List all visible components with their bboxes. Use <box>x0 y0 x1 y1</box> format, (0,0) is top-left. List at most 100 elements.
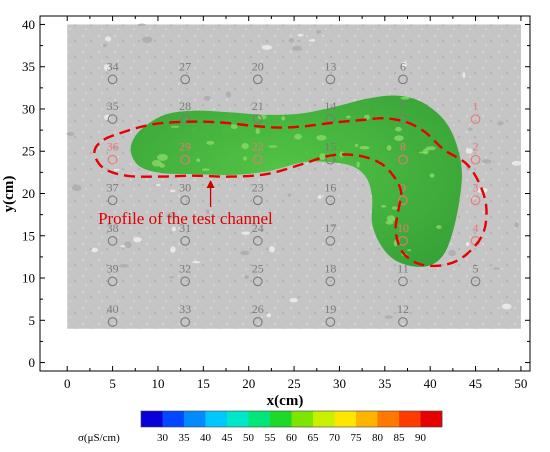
colorbar-swatch <box>291 411 314 427</box>
electrode-label: 24 <box>252 221 264 235</box>
electrode-marker <box>180 317 191 327</box>
plume-grain <box>418 151 428 154</box>
colorbar-swatch <box>248 411 271 427</box>
electrode-marker <box>180 235 191 246</box>
sand-grain <box>288 38 294 43</box>
sand-grain <box>481 159 492 164</box>
x-tick-label: 25 <box>288 376 301 391</box>
plume-grain <box>241 143 249 150</box>
electrode-label: 36 <box>107 140 119 154</box>
electrode-marker <box>180 276 191 287</box>
electrode-label: 5 <box>473 261 479 275</box>
channel-profile-line <box>93 117 488 268</box>
sand-grain <box>261 45 273 50</box>
plume-grain <box>356 161 360 168</box>
sand-grain <box>141 36 153 44</box>
electrode-marker <box>252 195 263 206</box>
electrode-marker <box>252 317 263 327</box>
colorbar-tick-label: 75 <box>351 432 363 444</box>
plume-grain <box>407 249 412 252</box>
plume-grain <box>151 159 162 167</box>
electrode-label: 15 <box>324 140 336 154</box>
plume-grain <box>429 173 435 178</box>
channel-profile <box>93 117 488 268</box>
sand-grain <box>511 160 522 166</box>
sand-grain <box>309 39 316 42</box>
colorbar-tick-label: 40 <box>200 432 212 444</box>
colorbar-swatch <box>377 411 400 427</box>
electrode-label: 30 <box>179 180 191 194</box>
electrode-label: 18 <box>324 261 336 275</box>
electrode-marker <box>325 74 336 85</box>
plume-grain <box>386 215 396 222</box>
x-tick-label: 5 <box>109 376 116 391</box>
x-tick-label: 15 <box>197 376 210 391</box>
x-tick-label: 10 <box>151 376 164 391</box>
electrode-label: 28 <box>179 99 191 113</box>
colorbar-swatch <box>270 411 292 427</box>
plume-grain <box>170 125 180 128</box>
y-tick-label: 0 <box>29 355 36 370</box>
electrode-marker <box>398 276 408 287</box>
colorbar-swatch <box>141 411 163 427</box>
y-tick-label: 10 <box>22 271 35 286</box>
sand-grain <box>240 250 250 256</box>
electrode-label: 21 <box>252 99 264 113</box>
electrode-marker <box>325 276 336 287</box>
colorbar-tick-label: 60 <box>286 432 298 444</box>
sand-grain <box>91 247 99 253</box>
electrode-label: 26 <box>252 302 264 316</box>
plume-grain <box>201 168 210 171</box>
electrode-label: 10 <box>397 221 409 235</box>
plume-grain <box>268 145 278 148</box>
electrode-marker <box>470 195 481 206</box>
colorbar-tick-label: 45 <box>222 432 234 444</box>
colorbar-tick-label: 80 <box>372 432 384 444</box>
sand-grain <box>169 189 176 193</box>
electrode-marker <box>107 195 118 206</box>
sand-grain <box>118 264 130 268</box>
colorbar-swatch <box>313 411 335 427</box>
electrode-marker <box>107 276 118 287</box>
colorbar-swatch <box>184 411 206 427</box>
x-tick-label: 40 <box>424 376 437 391</box>
electrode-marker <box>325 195 336 206</box>
colorbar-swatch <box>334 411 357 427</box>
sand-grain <box>465 148 473 154</box>
sand-grain <box>465 242 470 247</box>
sand-grain <box>241 231 251 235</box>
plume-grain <box>319 153 326 160</box>
colorbar-swatch <box>420 411 443 427</box>
electrode-label: 16 <box>324 180 336 194</box>
plume-grain <box>394 135 404 141</box>
colorbar-tick-label: 55 <box>265 432 277 444</box>
electrode-label: 9 <box>400 180 406 194</box>
electrode-marker <box>398 74 408 85</box>
x-tick-label: 45 <box>469 376 482 391</box>
sand-grain <box>316 29 322 34</box>
sand-grain <box>266 313 272 318</box>
x-tick-label: 50 <box>514 376 527 391</box>
electrode-label: 1 <box>473 99 479 113</box>
electrode-marker <box>107 74 118 85</box>
electrode-marker <box>252 74 263 85</box>
sand-grain <box>192 260 201 264</box>
colorbar-swatch <box>399 411 421 427</box>
plume-grain <box>255 128 260 135</box>
plume-grain <box>386 145 392 151</box>
sand-grain <box>71 184 82 191</box>
electrode-label: 25 <box>252 261 264 275</box>
sand-grain <box>329 224 337 227</box>
colorbar-tick-label: 35 <box>179 432 191 444</box>
plume-grain <box>230 124 238 130</box>
electrode-label: 39 <box>107 261 119 275</box>
y-tick-label: 30 <box>22 101 35 116</box>
y-tick-label: 5 <box>29 313 36 328</box>
electrode-marker <box>252 235 263 246</box>
electrode-label: 6 <box>400 59 406 73</box>
sand-grain <box>501 303 512 310</box>
sand-grain <box>166 212 177 219</box>
electrode-marker <box>107 114 118 124</box>
electrode-label: 29 <box>179 140 191 154</box>
